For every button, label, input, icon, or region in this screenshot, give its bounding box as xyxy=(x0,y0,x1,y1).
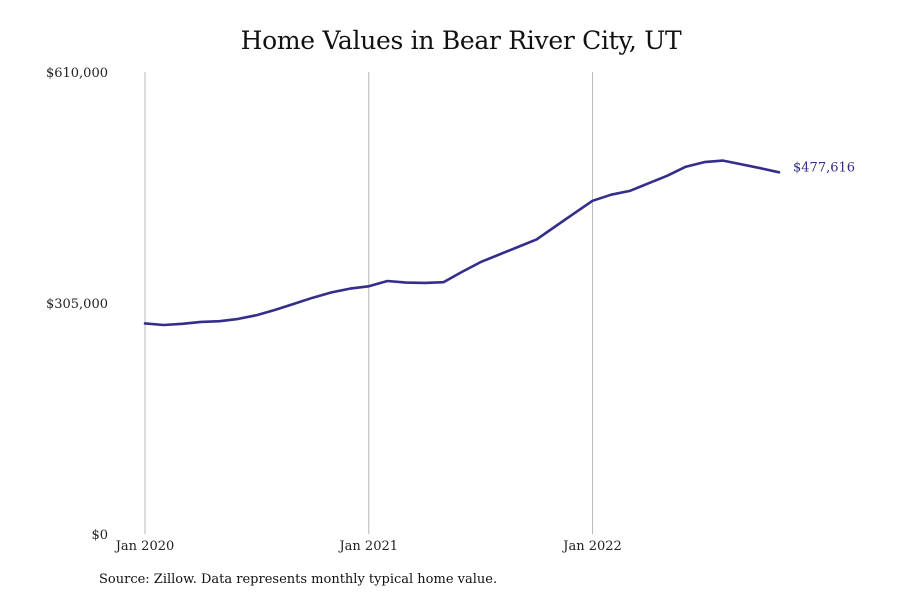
x-tick-label: Jan 2021 xyxy=(337,539,398,554)
end-value-label: $477,616 xyxy=(793,160,855,175)
y-tick-label: $305,000 xyxy=(46,297,108,312)
source-note: Source: Zillow. Data represents monthly … xyxy=(99,572,498,587)
series-line xyxy=(143,159,781,327)
y-tick-label: $610,000 xyxy=(46,66,108,81)
x-tick-label: Jan 2020 xyxy=(114,539,175,554)
chart-title: Home Values in Bear River City, UT xyxy=(240,26,682,55)
y-axis-labels: $0 $305,000 $610,000 xyxy=(46,66,108,543)
x-axis-labels: Jan 2020 Jan 2021 Jan 2022 xyxy=(114,539,622,554)
x-tick-label: Jan 2022 xyxy=(561,539,622,554)
x-gridlines xyxy=(144,72,594,534)
y-tick-label: $0 xyxy=(91,528,108,543)
